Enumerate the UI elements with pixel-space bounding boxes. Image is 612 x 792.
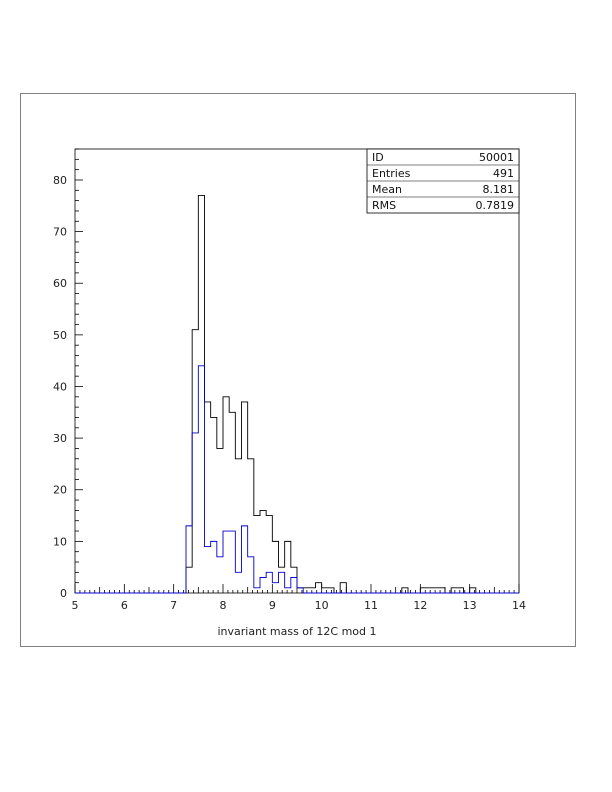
stats-value: 50001 xyxy=(479,151,514,164)
y-tick-label: 20 xyxy=(53,484,67,497)
stats-box: ID 50001 Entries 491 Mean 8.181 RMS 0.7819 xyxy=(366,148,520,214)
x-tick-label: 14 xyxy=(512,599,526,612)
x-tick-label: 11 xyxy=(364,599,378,612)
y-tick-label: 0 xyxy=(60,587,67,600)
x-tick-label: 9 xyxy=(269,599,276,612)
y-tick-label: 60 xyxy=(53,277,67,290)
x-tick-label: 6 xyxy=(121,599,128,612)
plot-area xyxy=(74,148,520,594)
stats-label: Entries xyxy=(372,167,411,180)
stats-value: 8.181 xyxy=(483,183,515,196)
x-tick-label: 12 xyxy=(413,599,427,612)
x-axis-label: invariant mass of 12C mod 1 xyxy=(218,625,377,638)
y-tick-label: 40 xyxy=(53,380,67,393)
stats-label: ID xyxy=(372,151,384,164)
plot-frame xyxy=(20,93,576,647)
x-tick-label: 13 xyxy=(463,599,477,612)
y-tick-label: 50 xyxy=(53,329,67,342)
x-axis-ticks: 5 6 7 8 9 10 11 12 13 14 xyxy=(72,584,526,612)
x-tick-label: 7 xyxy=(170,599,177,612)
series-layer xyxy=(75,195,519,594)
y-tick-label: 80 xyxy=(53,174,67,187)
stats-value: 491 xyxy=(493,167,514,180)
y-tick-label: 10 xyxy=(53,535,67,548)
stats-label: Mean xyxy=(372,183,402,196)
stats-value: 0.7819 xyxy=(476,199,515,212)
histogram-series-1 xyxy=(75,195,519,594)
y-axis-ticks: 0 10 20 30 40 50 60 70 80 xyxy=(53,148,83,600)
y-tick-label: 70 xyxy=(53,226,67,239)
stats-label: RMS xyxy=(372,199,396,212)
x-tick-label: 8 xyxy=(220,599,227,612)
y-tick-label: 30 xyxy=(53,432,67,445)
x-tick-label: 10 xyxy=(315,599,329,612)
histogram-series-2 xyxy=(75,365,519,594)
x-tick-label: 5 xyxy=(72,599,79,612)
